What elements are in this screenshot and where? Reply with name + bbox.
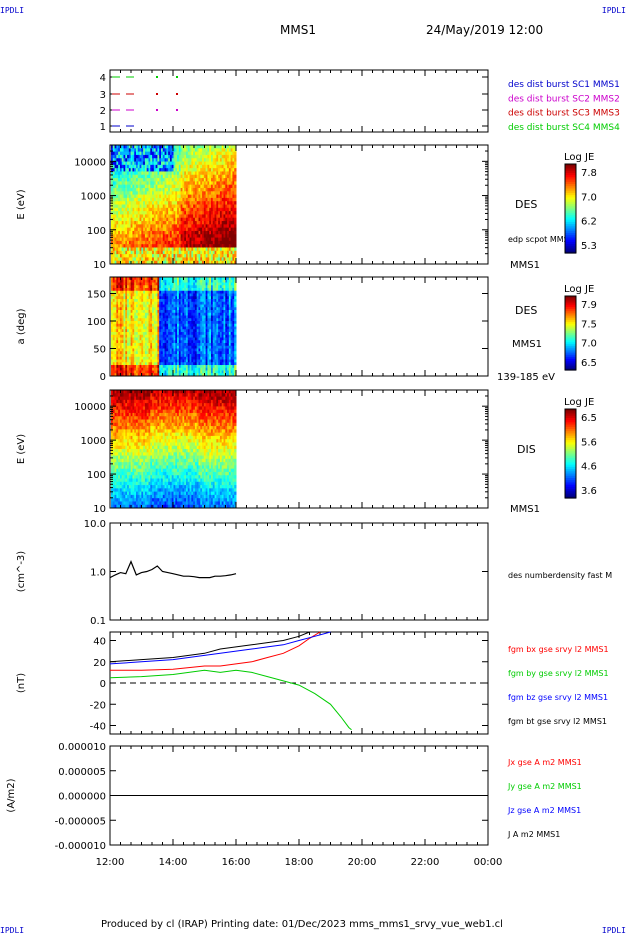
burst-legend-label: des dist burst SC2 MMS2 — [508, 94, 620, 104]
des-energy-cell — [234, 188, 236, 192]
des-energy-colorbar-tick-label: 6.2 — [581, 217, 597, 228]
burst-legend-label: des dist burst SC4 MMS4 — [508, 123, 620, 133]
des-energy-cell — [234, 244, 236, 248]
burst-dot — [156, 93, 158, 95]
des-energy-cell — [234, 205, 236, 209]
des-energy-cell — [234, 201, 236, 205]
des-energy-ylabel: E (eV) — [16, 189, 27, 219]
burst-dot — [156, 76, 158, 78]
des-energy-ytick-label: 100 — [87, 226, 106, 237]
des-energy-cell — [234, 178, 236, 182]
burst-dot — [176, 93, 178, 95]
des-energy-cell — [234, 228, 236, 232]
des-energy-cell — [234, 155, 236, 159]
burst-ytick-label: 1 — [100, 122, 106, 133]
des-energy-cell — [234, 224, 236, 228]
des-energy-cell — [234, 168, 236, 172]
des-energy-spectrogram — [111, 145, 237, 265]
burst-frame — [110, 70, 488, 132]
des-energy-colorbar-tick-label: 5.3 — [581, 241, 597, 252]
des-energy-cell — [234, 254, 236, 258]
des-energy-cell — [234, 221, 236, 225]
des-energy-species-label: DES — [515, 198, 537, 211]
des-energy-cell — [234, 251, 236, 255]
des-energy-cell — [234, 171, 236, 175]
des-energy-cell — [234, 185, 236, 189]
des-energy-ytick-label: 10 — [93, 260, 106, 271]
des-energy-colorbar: Log JE 7.8 7.0 6.2 5.3 — [564, 152, 597, 254]
burst-ytick-label: 4 — [100, 73, 106, 84]
des-energy-cell — [234, 214, 236, 218]
des-energy-ytick-label: 10000 — [74, 157, 106, 168]
burst-dot — [156, 109, 158, 111]
des-energy-cell — [234, 234, 236, 238]
des-energy-cell — [234, 191, 236, 195]
des-energy-extra-label: edp scpot MMS1 — [508, 235, 574, 244]
des-energy-cell — [234, 231, 236, 235]
des-energy-colorbar-title: Log JE — [564, 152, 594, 163]
des-energy-cell — [234, 181, 236, 185]
des-energy-cell — [234, 198, 236, 202]
des-energy-cell — [234, 152, 236, 156]
burst-dot — [176, 109, 178, 111]
burst-ytick-label: 2 — [100, 106, 106, 117]
des-energy-cell — [234, 211, 236, 215]
des-energy-colorbar-tick-label: 7.8 — [581, 168, 597, 179]
des-energy-cell — [234, 218, 236, 222]
des-energy-cell — [234, 208, 236, 212]
des-pitch-spectrogram — [111, 277, 237, 377]
des-energy-cell — [234, 165, 236, 169]
des-energy-spacecraft-label: MMS1 — [510, 260, 540, 271]
des-energy-cell — [234, 158, 236, 162]
burst-legend-label: des dist burst SC1 MMS1 — [508, 80, 620, 90]
des-energy-cell — [234, 175, 236, 179]
des-energy-cell — [234, 241, 236, 245]
des-energy-ytick-label: 1000 — [81, 192, 106, 203]
des-energy-cell — [234, 195, 236, 199]
des-energy-cell — [234, 247, 236, 251]
burst-ytick-label: 3 — [100, 90, 106, 101]
burst-legend-label: des dist burst SC3 MMS3 — [508, 109, 620, 119]
des-energy-colorbar-tick-label: 7.0 — [581, 192, 597, 203]
des-energy-cell — [234, 238, 236, 242]
burst-dot — [176, 76, 178, 78]
des-energy-cell — [234, 162, 236, 166]
